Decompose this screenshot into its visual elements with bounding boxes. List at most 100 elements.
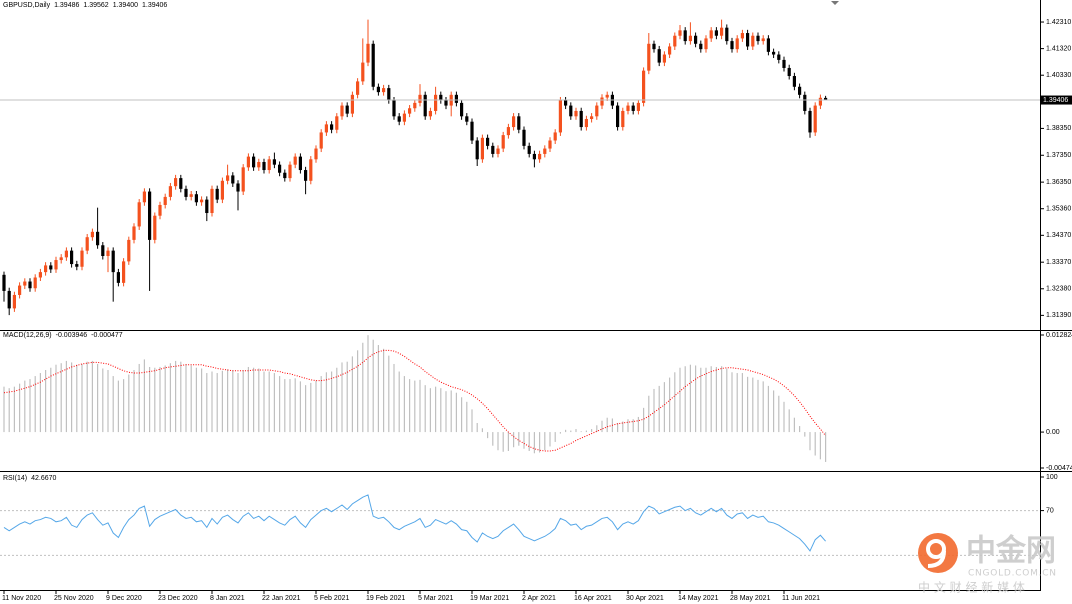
header-value: 1.39406 bbox=[142, 2, 167, 9]
candle-body bbox=[12, 294, 16, 309]
candle-body bbox=[96, 231, 100, 246]
candle-body bbox=[127, 239, 131, 262]
candle-body bbox=[101, 245, 105, 257]
candle-body bbox=[813, 105, 817, 133]
candle-body bbox=[579, 110, 583, 128]
candle-body bbox=[626, 105, 630, 111]
candle-body bbox=[631, 105, 635, 111]
candle-body bbox=[569, 105, 573, 117]
candle-body bbox=[366, 43, 370, 63]
candle-body bbox=[18, 285, 22, 295]
y-tick-label: 1.33370 bbox=[1046, 259, 1071, 266]
candle-body bbox=[309, 159, 313, 181]
candle-body bbox=[44, 265, 48, 273]
candle-body bbox=[548, 140, 552, 149]
candle-body bbox=[210, 188, 214, 214]
candle-body bbox=[621, 110, 625, 128]
candle-body bbox=[153, 215, 157, 240]
candle-body bbox=[782, 59, 786, 68]
candle-body bbox=[304, 170, 308, 181]
x-tick-label: 25 Nov 2020 bbox=[54, 595, 94, 602]
x-tick-label: 2 Apr 2021 bbox=[522, 595, 556, 602]
candle-body bbox=[636, 102, 640, 111]
candle-body bbox=[148, 191, 152, 240]
candle-body bbox=[85, 237, 89, 251]
candle-body bbox=[787, 67, 791, 77]
header-value: 1.39562 bbox=[83, 2, 108, 9]
candle-body bbox=[293, 156, 297, 165]
y-tick-label: 1.37350 bbox=[1046, 152, 1071, 159]
candle-body bbox=[454, 94, 458, 103]
candle-body bbox=[501, 135, 505, 149]
candle-body bbox=[709, 30, 713, 39]
candle-body bbox=[387, 88, 391, 101]
candle-body bbox=[683, 30, 687, 42]
watermark-slogan: 中 文 财 经 新 媒 体 bbox=[918, 580, 1025, 595]
candle-body bbox=[335, 116, 339, 130]
candle-body bbox=[189, 194, 193, 197]
candle-body bbox=[2, 274, 6, 291]
x-tick-label: 28 May 2021 bbox=[730, 595, 771, 602]
candle-body bbox=[434, 94, 438, 111]
candle-body bbox=[392, 100, 396, 117]
candle-body bbox=[168, 186, 172, 197]
candle-body bbox=[517, 116, 521, 130]
y-tick-label: 70 bbox=[1046, 507, 1054, 514]
candle-body bbox=[252, 156, 256, 168]
candle-body bbox=[350, 94, 354, 114]
candle-body bbox=[288, 164, 292, 179]
candle-body bbox=[444, 100, 448, 106]
candle-body bbox=[163, 196, 167, 205]
candle-body bbox=[662, 54, 666, 63]
header-value: -0.003946 bbox=[56, 332, 88, 339]
x-tick-label: 14 May 2021 bbox=[678, 595, 719, 602]
candle-body bbox=[283, 172, 287, 179]
candle-body bbox=[808, 110, 812, 133]
candle-body bbox=[267, 159, 271, 171]
candle-body bbox=[772, 51, 776, 55]
header-title: MACD(12,26,9) bbox=[3, 332, 52, 339]
candle-body bbox=[522, 129, 526, 146]
shift-marker bbox=[831, 1, 839, 5]
candle-body bbox=[418, 94, 422, 103]
candle-body bbox=[158, 204, 162, 216]
y-tick-label: 0.012824 bbox=[1046, 332, 1072, 339]
header-value: 1.39486 bbox=[54, 2, 79, 9]
candle-body bbox=[257, 161, 261, 168]
y-tick-label: 100 bbox=[1046, 474, 1058, 481]
candle-body bbox=[460, 102, 464, 117]
candle-body bbox=[137, 202, 141, 227]
candle-body bbox=[553, 132, 557, 141]
candle-body bbox=[824, 97, 828, 101]
candle-body bbox=[558, 100, 562, 133]
x-tick-label: 9 Dec 2020 bbox=[106, 595, 142, 602]
candle-body bbox=[49, 265, 53, 270]
y-tick-label: 1.35360 bbox=[1046, 206, 1071, 213]
x-tick-label: 23 Dec 2020 bbox=[158, 595, 198, 602]
y-tick-label: 1.36350 bbox=[1046, 179, 1071, 186]
candle-body bbox=[642, 70, 646, 103]
candle-body bbox=[330, 124, 334, 130]
candle-body bbox=[652, 43, 656, 50]
candle-body bbox=[226, 175, 230, 181]
candle-body bbox=[527, 145, 531, 154]
current-price-box bbox=[1041, 95, 1072, 105]
candle-body bbox=[408, 108, 412, 114]
watermark-logo bbox=[918, 533, 958, 573]
candle-body bbox=[382, 88, 386, 93]
candle-body bbox=[33, 277, 37, 289]
candle-body bbox=[28, 281, 32, 289]
candle-body bbox=[694, 35, 698, 44]
y-tick-label: 1.41320 bbox=[1046, 45, 1071, 52]
candle-body bbox=[512, 116, 516, 128]
watermark-logo-swirl bbox=[926, 539, 946, 559]
candle-body bbox=[371, 43, 375, 87]
candle-body bbox=[298, 156, 302, 171]
candle-body bbox=[64, 250, 68, 258]
candle-body bbox=[491, 145, 495, 154]
candle-body bbox=[111, 250, 115, 273]
candle-body bbox=[428, 110, 432, 117]
candle-body bbox=[798, 86, 802, 95]
macd-signal-line bbox=[3, 349, 826, 452]
candle-body bbox=[673, 35, 677, 47]
